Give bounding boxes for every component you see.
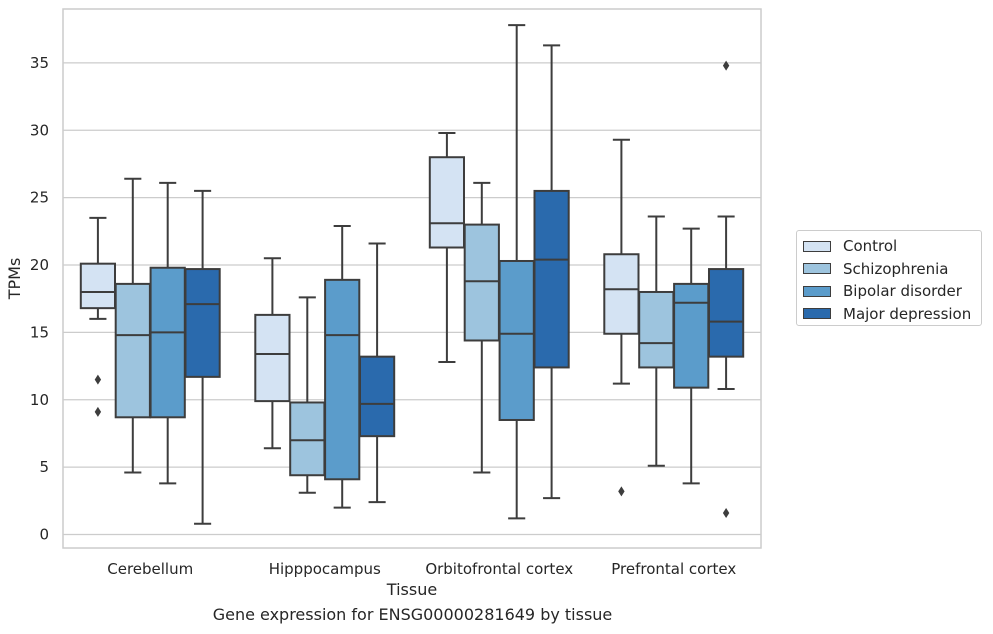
iqr-box: [498, 259, 535, 421]
box-schizophrenia: [289, 296, 326, 494]
y-tick-label: 25: [30, 189, 49, 207]
box-control: [603, 138, 640, 497]
y-tick-label: 30: [30, 121, 49, 139]
box-bipolar-disorder: [324, 224, 361, 509]
iqr-box: [603, 253, 640, 335]
box-major-depression: [358, 242, 396, 504]
x-tick-label: Orbitofrontal cortex: [425, 560, 573, 578]
iqr-box: [324, 278, 361, 481]
x-tick-label: Cerebellum: [107, 560, 193, 578]
iqr-box: [463, 223, 500, 342]
box-bipolar-disorder: [673, 227, 710, 485]
y-tick-label: 20: [30, 256, 49, 274]
legend-swatch: [803, 308, 831, 319]
box-schizophrenia: [114, 177, 151, 474]
y-tick-label: 5: [39, 458, 49, 476]
iqr-box: [289, 401, 326, 477]
x-tick-label: Prefrontal cortex: [611, 560, 736, 578]
iqr-box: [533, 189, 570, 369]
outlier-point: [94, 406, 102, 417]
iqr-box: [358, 355, 396, 438]
iqr-box: [428, 156, 466, 249]
box-control: [428, 131, 466, 364]
y-tick-label: 0: [39, 526, 49, 544]
iqr-box: [149, 266, 186, 419]
legend-swatch: [803, 285, 831, 297]
chart-caption: Gene expression for ENSG00000281649 by t…: [212, 605, 613, 624]
box-major-depression: [533, 44, 570, 500]
legend-swatch: [803, 240, 831, 252]
plot-frame: [62, 8, 762, 549]
legend-label: Schizophrenia: [843, 259, 949, 278]
box-bipolar-disorder: [498, 24, 535, 520]
y-tick-label: 35: [30, 54, 49, 72]
box-schizophrenia: [638, 215, 675, 467]
legend-item: Bipolar disorder: [803, 280, 962, 302]
x-axis-label: Tissue: [386, 580, 437, 599]
boxes: [79, 24, 745, 525]
legend: Control Schizophrenia Bipolar disorder Majo…: [796, 230, 982, 326]
box-bipolar-disorder: [149, 181, 186, 485]
legend-item: Major depression: [803, 303, 971, 325]
box-schizophrenia: [463, 181, 500, 474]
x-tick-labels: Cerebellum Hipppocampus Orbitofrontal cort…: [107, 560, 736, 578]
iqr-box: [79, 262, 117, 310]
box-major-depression: [707, 60, 745, 518]
legend-label: Control: [843, 237, 898, 255]
legend-item: Schizophrenia: [803, 258, 948, 280]
legend-swatch: [803, 263, 831, 274]
outlier-point: [722, 60, 730, 71]
outlier-point: [618, 486, 625, 497]
outlier-point: [94, 374, 102, 385]
legend-label: Major depression: [843, 304, 972, 323]
box-control: [254, 257, 291, 450]
iqr-box: [673, 282, 710, 389]
iqr-box: [638, 290, 675, 369]
y-tick-labels: 0 5 10 15 20 25 30 35: [30, 54, 49, 544]
box-major-depression: [184, 189, 221, 525]
y-axis-label: TPMs: [5, 258, 24, 301]
outlier-point: [722, 507, 730, 518]
y-tick-label: 15: [30, 323, 49, 341]
iqr-box: [254, 313, 291, 403]
legend-label: Bipolar disorder: [843, 282, 962, 300]
x-tick-label: Hipppocampus: [269, 560, 381, 578]
box-control: [79, 216, 117, 417]
iqr-box: [184, 268, 221, 378]
iqr-box: [707, 268, 745, 358]
iqr-box: [114, 282, 151, 419]
legend-item: Control: [803, 235, 897, 257]
y-tick-label: 10: [30, 391, 49, 409]
